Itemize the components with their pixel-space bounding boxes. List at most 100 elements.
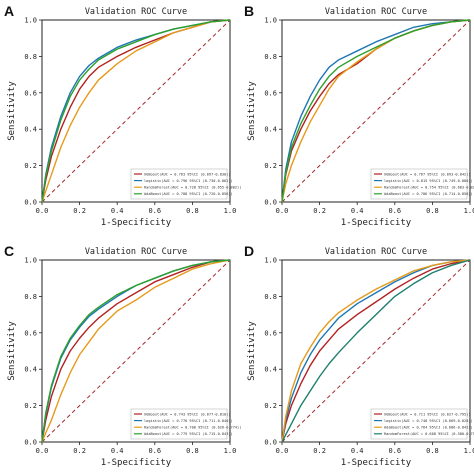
roc-curve-adaboost [281,259,471,443]
x-tick-label: 0.4 [111,447,124,455]
roc-curve-randomforest [281,259,471,443]
plot-frame [281,259,471,443]
reference-diagonal [281,19,471,203]
y-tick-label: 0.8 [264,293,277,301]
roc-curve-randomforest [41,259,231,443]
y-tick-label: 0.2 [24,162,37,170]
roc-panel-a: A Validation ROC Curve 0.0 0.2 0.4 0.6 0.8 1.0 0… [4,3,241,228]
roc-curve-logistic [281,19,471,203]
legend: XGBoost(AUC = 0.767 95%CI (0.693-0.842))… [370,168,474,200]
legend: XGBoost(AUC = 0.763 95%CI (0.697-0.830))… [130,168,241,200]
reference-diagonal [281,259,471,443]
x-tick-label: 0.8 [186,447,199,455]
y-tick-label: 0.4 [264,126,277,134]
y-tick-label: 1.0 [264,17,277,25]
x-tick-label: 0.6 [148,447,161,455]
x-tick-label: 1.0 [224,447,237,455]
roc-panel-c: C Validation ROC Curve 0.0 0.2 0.4 0.6 0.8 1.0 0… [4,243,241,468]
x-tick-label: 1.0 [464,207,474,215]
x-tick-label: 0.4 [351,447,364,455]
y-tick-label: 0.8 [24,53,37,61]
y-axis-label: Sensitivity [7,81,17,141]
panel-title: Validation ROC Curve [85,247,187,257]
x-tick-label: 1.0 [464,447,474,455]
roc-panel-b: B Validation ROC Curve 0.0 0.2 0.4 0.6 0.8 1.0 0… [244,3,474,228]
x-tick-label: 0.8 [186,207,199,215]
legend-entry: logistic(AUC = 0.748 95%CI (0.669-0.828)… [384,419,473,423]
legend-entry: AdaBoost(AUC = 0.764 95%CI (0.686-0.842)… [384,426,473,430]
legend-entry: logistic(AUC = 0.815 95%CI (0.749-0.880)… [384,179,473,183]
legend: XGBoost(AUC = 0.711 95%CI (0.627-0.795))… [370,408,474,440]
x-tick-label: 0.4 [351,207,364,215]
panel-title: Validation ROC Curve [325,7,427,17]
x-tick-label: 0.2 [73,207,86,215]
legend-box [370,408,468,440]
y-tick-label: 1.0 [24,17,37,25]
y-tick-label: 0.0 [264,439,277,447]
y-tick-label: 0.8 [24,293,37,301]
legend-entry: logistic(AUC = 0.796 95%CI (0.730-0.862)… [144,179,233,183]
panel-title: Validation ROC Curve [325,247,427,257]
x-tick-label: 0.8 [426,207,439,215]
legend-box [130,168,228,200]
legend-box [370,168,468,200]
x-tick-label: 0.0 [276,447,289,455]
legend-entry: XGBoost(AUC = 0.743 95%CI (0.677-0.810)) [144,412,231,416]
x-tick-label: 0.0 [276,207,289,215]
y-axis-label: Sensitivity [247,321,257,381]
x-tick-label: 0.2 [73,447,86,455]
y-tick-label: 0.2 [24,402,37,410]
panel-letter: B [244,3,254,19]
plot-frame [281,19,471,203]
x-tick-label: 0.6 [388,447,401,455]
legend-entry: RandomForest(AUC = 0.700 95%CI (0.626-0.… [144,426,241,430]
y-tick-label: 0.0 [24,199,37,207]
y-tick-label: 0.6 [24,89,37,97]
legend-entry: AdaBoost(AUC = 0.786 95%CI (0.714-0.858)… [384,192,473,196]
y-tick-label: 0.2 [264,162,277,170]
legend-box [130,408,228,440]
x-axis-label: 1-Specificity [341,458,412,468]
x-tick-label: 0.2 [313,207,326,215]
y-tick-label: 0.8 [264,53,277,61]
legend-entry: RandomForest(AUC = 0.668 95%CI (0.580-0.… [384,432,474,436]
roc-curve-randomforest [41,19,231,203]
x-tick-label: 0.6 [148,207,161,215]
y-tick-label: 0.6 [264,329,277,337]
y-axis-label: Sensitivity [7,321,17,381]
y-tick-label: 0.4 [24,126,37,134]
x-tick-label: 0.2 [313,447,326,455]
x-tick-label: 1.0 [224,207,237,215]
legend-entry: RandomForest(AUC = 0.754 95%CI (0.683-0.… [384,186,474,190]
roc-curve-xgboost [281,259,471,443]
y-tick-label: 0.0 [264,199,277,207]
roc-curve-adaboost [281,19,471,203]
x-axis-label: 1-Specificity [341,218,412,228]
x-tick-label: 0.8 [426,447,439,455]
x-tick-label: 0.4 [111,207,124,215]
legend-entry: XGBoost(AUC = 0.767 95%CI (0.693-0.842)) [384,172,471,176]
x-tick-label: 0.0 [36,207,49,215]
y-tick-label: 0.0 [24,439,37,447]
y-tick-label: 1.0 [264,257,277,265]
reference-diagonal [41,259,231,443]
panel-letter: C [4,243,14,259]
y-tick-label: 0.4 [24,366,37,374]
legend-entry: AdaBoost(AUC = 0.788 95%CI (0.720-0.856)… [144,192,233,196]
reference-diagonal [41,19,231,203]
roc-curve-adaboost [41,19,231,203]
y-axis-label: Sensitivity [247,81,257,141]
x-axis-label: 1-Specificity [101,218,172,228]
y-tick-label: 0.4 [264,366,277,374]
legend-entry: logistic(AUC = 0.776 95%CI (0.711-0.840)… [144,419,233,423]
roc-curve-xgboost [41,259,231,443]
roc-panel-d: D Validation ROC Curve 0.0 0.2 0.4 0.6 0.8 1.0 0… [244,243,474,468]
y-tick-label: 0.6 [24,329,37,337]
legend-entry: RandomForest(AUC = 0.728 95%CI (0.655-0.… [144,186,241,190]
legend-entry: XGBoost(AUC = 0.711 95%CI (0.627-0.795)) [384,412,471,416]
x-tick-label: 0.0 [36,447,49,455]
roc-curve-adaboost [41,259,231,443]
legend: XGBoost(AUC = 0.743 95%CI (0.677-0.810))… [130,408,241,440]
plot-frame [41,259,231,443]
